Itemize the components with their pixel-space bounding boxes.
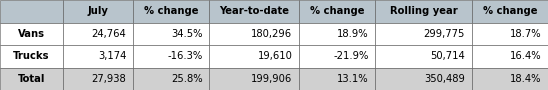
Bar (63, 0, 133, 22)
Text: 24,764: 24,764 (92, 29, 126, 39)
Bar (375, 0, 472, 22)
Bar (133, 68, 209, 90)
Bar (209, 22, 299, 45)
Bar (0, 68, 63, 90)
Text: 199,906: 199,906 (251, 74, 292, 84)
Text: % change: % change (310, 6, 364, 16)
Text: Year-to-date: Year-to-date (219, 6, 289, 16)
Bar (209, 45, 299, 68)
Bar (299, 22, 375, 45)
Bar (375, 22, 472, 45)
Text: 16.4%: 16.4% (510, 51, 541, 61)
Bar (133, 45, 209, 68)
Bar (0, 45, 63, 68)
Text: 13.1%: 13.1% (337, 74, 369, 84)
Bar (472, 68, 548, 90)
Text: -21.9%: -21.9% (333, 51, 369, 61)
Text: Trucks: Trucks (13, 51, 50, 61)
Text: % change: % change (144, 6, 198, 16)
Text: 18.9%: 18.9% (337, 29, 369, 39)
Bar (299, 68, 375, 90)
Bar (299, 0, 375, 22)
Bar (209, 68, 299, 90)
Bar (472, 22, 548, 45)
Bar (375, 68, 472, 90)
Text: July: July (88, 6, 109, 16)
Bar (472, 45, 548, 68)
Bar (209, 0, 299, 22)
Bar (133, 0, 209, 22)
Text: Vans: Vans (18, 29, 45, 39)
Text: 18.4%: 18.4% (510, 74, 541, 84)
Bar (63, 68, 133, 90)
Bar (133, 22, 209, 45)
Text: 34.5%: 34.5% (171, 29, 203, 39)
Text: 299,775: 299,775 (424, 29, 465, 39)
Bar (375, 45, 472, 68)
Text: 50,714: 50,714 (430, 51, 465, 61)
Bar (63, 45, 133, 68)
Text: -16.3%: -16.3% (167, 51, 203, 61)
Text: % change: % change (483, 6, 537, 16)
Text: 180,296: 180,296 (251, 29, 292, 39)
Text: Total: Total (18, 74, 45, 84)
Bar (63, 22, 133, 45)
Bar (0, 0, 63, 22)
Bar (0, 22, 63, 45)
Bar (472, 0, 548, 22)
Text: Rolling year: Rolling year (390, 6, 458, 16)
Text: 3,174: 3,174 (98, 51, 126, 61)
Text: 18.7%: 18.7% (510, 29, 541, 39)
Text: 27,938: 27,938 (92, 74, 126, 84)
Bar (299, 45, 375, 68)
Text: 19,610: 19,610 (258, 51, 292, 61)
Text: 25.8%: 25.8% (171, 74, 203, 84)
Text: 350,489: 350,489 (424, 74, 465, 84)
